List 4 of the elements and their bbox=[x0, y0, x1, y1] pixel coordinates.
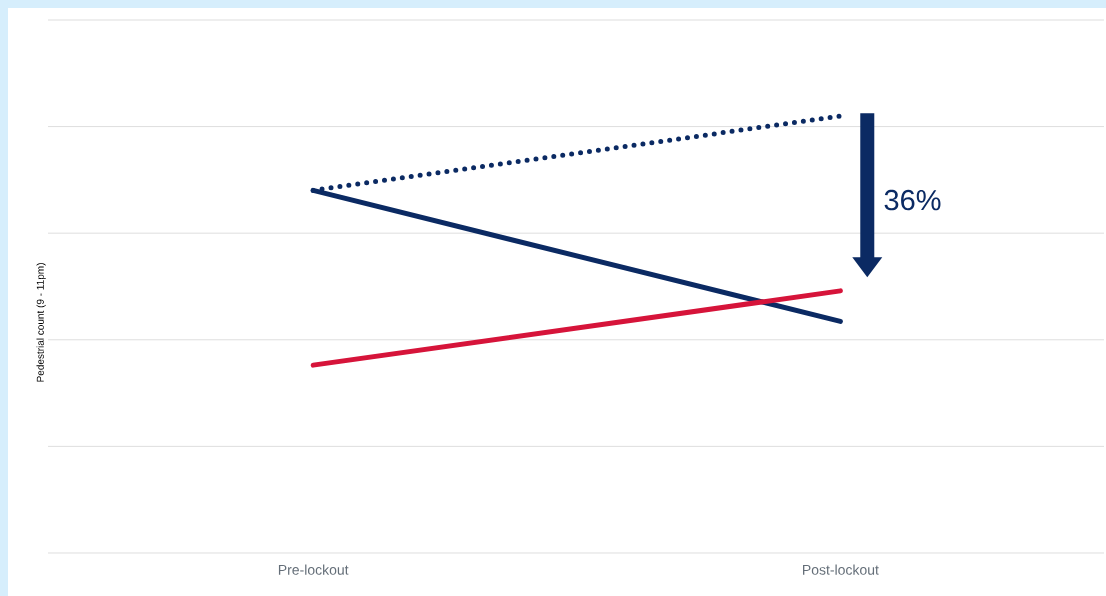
y-axis-title: Pedestrial count (9 - 11pm) bbox=[36, 263, 46, 382]
x-tick-label: Post-lockout bbox=[803, 564, 879, 575]
x-tick-label: Pre-lockout bbox=[278, 564, 349, 575]
annotation: 36% bbox=[884, 189, 941, 211]
